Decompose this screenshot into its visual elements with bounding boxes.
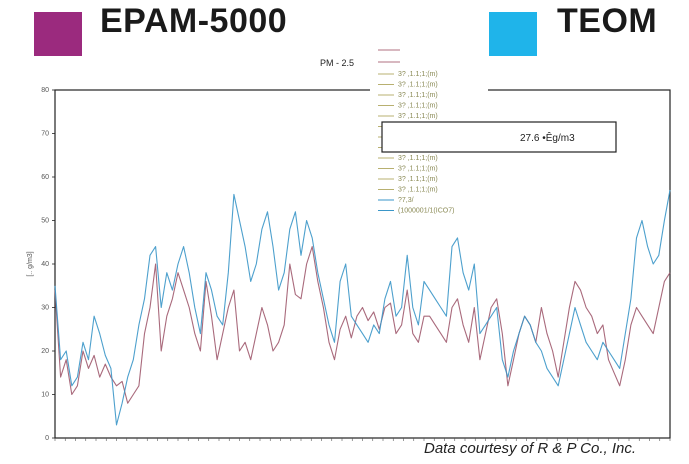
teom-legend-label: TEOM [557, 2, 658, 40]
y-axis-label: [.. g/m3] [27, 251, 34, 276]
y-tick-label: 10 [41, 392, 49, 399]
legend-item-label: 3? ,1.1;1;(m) [398, 82, 438, 89]
y-tick-label: 20 [41, 348, 49, 355]
legend-item-label: 3? ,1.1;1;(m) [398, 92, 438, 99]
y-tick-label: 50 [41, 218, 49, 225]
legend-item-label: 3? ,1.1;1;(m) [398, 187, 438, 194]
y-tick-label: 0 [45, 435, 49, 442]
epam-legend-swatch [34, 12, 82, 56]
epam-legend-label: EPAM-5000 [100, 2, 288, 40]
data-credit: Data courtesy of R & P Co., Inc. [424, 440, 637, 457]
legend-item-label: ?7,3/ [398, 197, 414, 204]
legend-item-label: 3? ,1.1;1;(m) [398, 176, 438, 183]
chart-title: PM - 2.5 [320, 58, 354, 68]
legend-item-label: 3? ,1.1;1;(m) [398, 166, 438, 173]
legend-item-label: 3? ,1.1;1;(m) [398, 113, 438, 120]
y-tick-label: 80 [41, 87, 49, 94]
series-line-epam-5000 [54, 246, 671, 404]
teom-legend-swatch [489, 12, 537, 56]
legend-item-label: 3? ,1.1;1;(m) [398, 155, 438, 162]
series-line-teom [54, 189, 671, 426]
annotation-box [381, 121, 617, 153]
y-tick-label: 70 [41, 131, 49, 138]
y-tick-label: 60 [41, 174, 49, 181]
y-tick-label: 30 [41, 305, 49, 312]
legend-item-label: 3? ,1.1;1;(m) [398, 71, 438, 78]
y-tick-label: 40 [41, 261, 49, 268]
legend-item-label: 3? ,1.1;1;(m) [398, 103, 438, 110]
legend-item-label: (1000001/1(ICO7) [398, 208, 454, 215]
annotation-text: 27.6 •Êg/m3 [520, 131, 575, 144]
